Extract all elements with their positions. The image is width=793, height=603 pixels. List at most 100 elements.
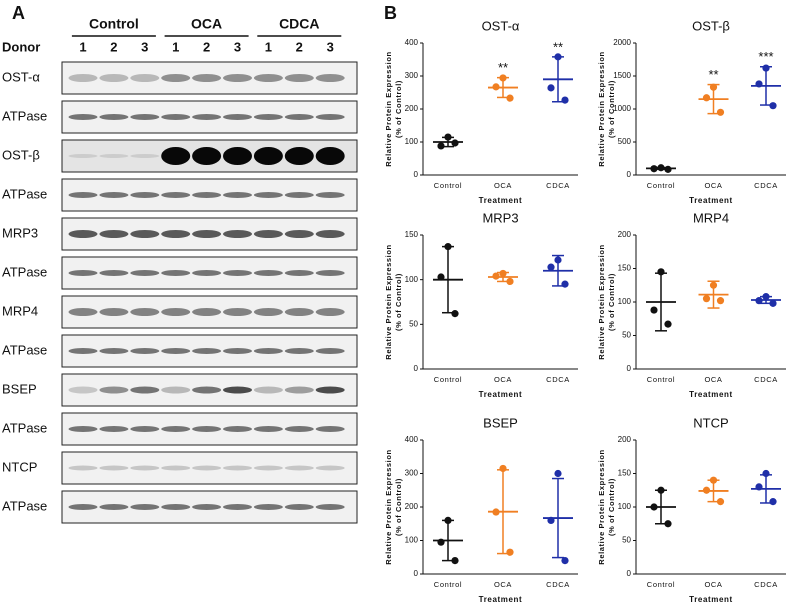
data-point (451, 557, 459, 565)
x-axis-label: Treatment (479, 196, 523, 205)
data-point (650, 503, 658, 511)
x-axis-label: Treatment (479, 595, 523, 603)
data-point (561, 96, 569, 104)
x-tick-label: CDCA (546, 375, 570, 384)
band (223, 74, 252, 82)
band (315, 465, 345, 471)
band (223, 386, 252, 394)
group-label: OCA (191, 16, 222, 32)
band (161, 270, 191, 276)
band (68, 504, 98, 510)
band (315, 192, 345, 198)
band (315, 147, 345, 165)
y-tick-label: 0 (627, 569, 632, 578)
row-label: ATPase (2, 108, 47, 123)
band (253, 426, 283, 432)
x-axis-label: Treatment (689, 390, 733, 399)
band (192, 308, 222, 316)
band (99, 465, 129, 471)
data-point (755, 80, 763, 88)
band (161, 426, 191, 432)
x-tick-label: CDCA (754, 375, 778, 384)
band (192, 504, 222, 510)
band (192, 270, 222, 276)
data-point (547, 516, 555, 525)
lane-label: 1 (172, 39, 179, 54)
band (284, 308, 314, 316)
band (68, 465, 98, 471)
y-tick-label: 0 (627, 364, 632, 373)
y-tick-label: 300 (405, 71, 419, 80)
data-point (650, 306, 658, 314)
significance: *** (758, 49, 773, 64)
data-point (664, 320, 672, 328)
band (68, 270, 98, 276)
x-axis-label: Treatment (689, 595, 733, 603)
data-point (664, 165, 672, 173)
band (253, 465, 283, 471)
band (68, 230, 98, 238)
data-point (657, 486, 665, 494)
y-tick-label: 0 (414, 364, 419, 373)
band (253, 386, 283, 394)
x-tick-label: Control (434, 181, 462, 190)
lane-label: 2 (203, 39, 210, 54)
band (284, 504, 314, 510)
band (223, 114, 252, 120)
row-label: NTCP (2, 459, 37, 474)
data-point (561, 557, 569, 565)
y-tick-label: 200 (618, 435, 632, 444)
data-point (499, 74, 507, 82)
band (192, 192, 222, 198)
band (315, 348, 345, 354)
band (68, 348, 98, 354)
data-point (657, 164, 665, 172)
x-tick-label: CDCA (754, 580, 778, 589)
band (253, 348, 283, 354)
chart-title: OST-α (482, 18, 520, 33)
group-label: CDCA (279, 16, 319, 32)
band (253, 230, 283, 238)
band (130, 74, 160, 82)
band (161, 465, 191, 471)
band (99, 154, 129, 158)
y-tick-label: 50 (622, 331, 631, 340)
data-point (755, 483, 763, 491)
x-tick-label: Control (434, 580, 462, 589)
band (161, 147, 191, 165)
band (192, 348, 222, 354)
data-point (499, 464, 507, 473)
panel-label: A (12, 3, 25, 23)
band (284, 465, 314, 471)
band (192, 386, 222, 394)
data-point (762, 469, 770, 478)
chart-title: BSEP (483, 415, 518, 430)
band (130, 192, 160, 198)
band (130, 348, 160, 354)
band (284, 386, 314, 394)
data-point (554, 256, 562, 264)
chart-title: MRP4 (693, 210, 729, 225)
band (161, 504, 191, 510)
band (68, 154, 98, 158)
y-tick-label: 0 (627, 170, 632, 179)
x-tick-label: OCA (704, 181, 722, 190)
data-point (702, 94, 711, 102)
band (284, 270, 314, 276)
band (315, 386, 345, 394)
x-tick-label: Control (647, 181, 675, 190)
data-point (444, 133, 452, 141)
band (315, 74, 345, 82)
band (68, 426, 98, 432)
data-point (554, 469, 562, 478)
chart-title: OST-β (692, 18, 730, 33)
band (192, 74, 222, 82)
data-point (709, 83, 718, 91)
chart-title: MRP3 (482, 210, 518, 225)
data-point (506, 548, 514, 556)
band (99, 386, 129, 394)
data-point (650, 165, 658, 173)
band (223, 147, 252, 165)
data-point (762, 293, 770, 301)
band (161, 230, 191, 238)
